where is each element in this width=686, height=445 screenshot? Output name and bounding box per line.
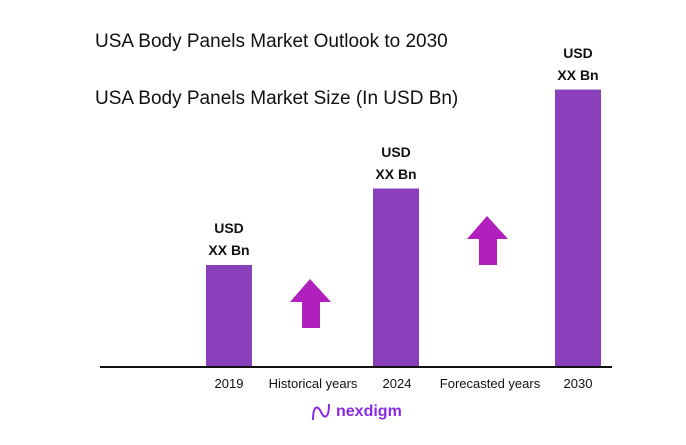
annotation-historical: Historical years [268, 376, 358, 391]
annotation-forecasted: Forecasted years [439, 376, 541, 391]
nexdigm-logo: nexdigm [310, 401, 402, 423]
data-label-line: XX Bn [375, 165, 417, 182]
data-label-line: USD [563, 44, 593, 61]
chart-title: USA Body Panels Market Outlook to 2030 [95, 31, 448, 52]
bar-2019 [206, 265, 252, 367]
data-label: USD XX Bn [208, 217, 249, 261]
data-label: USD XX Bn [557, 42, 598, 86]
chart-subtitle: USA Body Panels Market Size (In USD Bn) [95, 88, 459, 109]
data-label-line: USD [214, 220, 244, 236]
data-label: USD XX Bn [375, 141, 416, 185]
bar-2024 [373, 188, 419, 367]
x-tick-label: 2024 [382, 376, 412, 391]
x-tick-label: 2019 [214, 376, 244, 391]
logo-icon [312, 403, 330, 421]
bar-2030 [555, 89, 601, 367]
x-tick-label: 2030 [563, 376, 593, 391]
arrow-up-icon [290, 279, 331, 328]
arrow-up-icon [467, 216, 508, 265]
data-label-line: XX Bn [208, 242, 250, 258]
data-label-line: USD [381, 143, 411, 160]
data-label-line: XX Bn [557, 66, 599, 83]
logo-text: nexdigm [336, 403, 402, 420]
